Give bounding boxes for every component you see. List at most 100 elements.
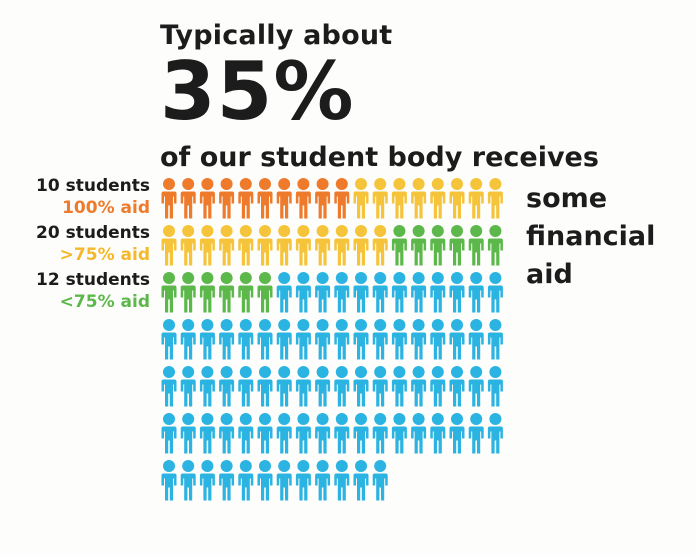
student-figure <box>334 413 350 454</box>
legend-full-aid: 10 students 100% aid <box>0 175 150 219</box>
student-figure <box>180 319 196 360</box>
student-figure <box>276 460 292 501</box>
headline-top: Typically about <box>160 20 393 51</box>
student-figure <box>372 319 388 360</box>
student-figure <box>487 366 503 407</box>
student-figure <box>295 272 311 313</box>
headline-side-2: financial <box>526 221 656 252</box>
student-figure <box>315 366 331 407</box>
student-figure <box>199 460 215 501</box>
student-figure <box>257 319 273 360</box>
student-figure <box>430 178 446 219</box>
student-figure <box>334 366 350 407</box>
headline-percent: 35% <box>160 45 355 138</box>
student-figure <box>334 272 350 313</box>
legend-high-aid: 20 students >75% aid <box>0 222 150 266</box>
student-figure <box>487 178 503 219</box>
student-figure <box>257 366 273 407</box>
student-figure <box>391 225 407 266</box>
student-figure <box>219 366 235 407</box>
student-figure <box>238 366 254 407</box>
student-figure <box>315 413 331 454</box>
legend-partial-aid: 12 students <75% aid <box>0 269 150 313</box>
student-figure <box>295 366 311 407</box>
student-figure <box>353 460 369 501</box>
student-figure <box>219 319 235 360</box>
student-figure <box>411 225 427 266</box>
legend-count: 20 students <box>36 223 150 243</box>
headline-side-1: some <box>526 183 608 214</box>
student-figure <box>315 272 331 313</box>
student-figure <box>161 178 177 219</box>
student-figure <box>353 319 369 360</box>
student-figure <box>468 366 484 407</box>
student-figure <box>161 272 177 313</box>
student-figure <box>199 272 215 313</box>
student-figure <box>295 319 311 360</box>
student-figure <box>411 413 427 454</box>
student-figure <box>180 366 196 407</box>
student-figure <box>295 178 311 219</box>
student-figure <box>199 413 215 454</box>
student-figure <box>257 225 273 266</box>
student-figure <box>199 319 215 360</box>
student-figure <box>391 366 407 407</box>
student-figure <box>430 319 446 360</box>
student-figure <box>238 413 254 454</box>
student-figure <box>334 460 350 501</box>
student-figure <box>238 178 254 219</box>
student-figure <box>353 413 369 454</box>
student-figure <box>257 178 273 219</box>
student-figure <box>219 225 235 266</box>
student-figure <box>411 366 427 407</box>
student-figure <box>468 319 484 360</box>
student-figure <box>238 272 254 313</box>
student-figure <box>219 413 235 454</box>
student-figure <box>161 319 177 360</box>
student-figure <box>295 460 311 501</box>
legend-aid-label: <75% aid <box>59 292 150 312</box>
student-figure <box>334 225 350 266</box>
student-figure <box>487 413 503 454</box>
student-figure <box>199 366 215 407</box>
student-figure <box>161 366 177 407</box>
student-figure <box>391 272 407 313</box>
student-figure <box>180 178 196 219</box>
student-figure <box>372 178 388 219</box>
student-figure <box>180 272 196 313</box>
student-figure <box>238 225 254 266</box>
student-figure <box>372 413 388 454</box>
student-figure <box>430 272 446 313</box>
student-figure <box>238 319 254 360</box>
student-figure <box>276 272 292 313</box>
student-figure <box>391 319 407 360</box>
headline-body: of our student body receives <box>160 142 599 173</box>
student-figure <box>219 272 235 313</box>
student-figure <box>372 225 388 266</box>
student-figure <box>334 178 350 219</box>
headline-side: some financial aid <box>526 180 655 294</box>
student-figure <box>430 225 446 266</box>
student-figure <box>449 413 465 454</box>
student-figure <box>487 272 503 313</box>
student-figure <box>468 225 484 266</box>
student-figure <box>468 178 484 219</box>
student-figure <box>411 272 427 313</box>
student-figure <box>411 178 427 219</box>
student-figure <box>199 225 215 266</box>
student-figure <box>315 178 331 219</box>
student-figure <box>295 225 311 266</box>
student-figure <box>276 413 292 454</box>
student-figure <box>276 366 292 407</box>
student-figure <box>180 413 196 454</box>
student-figure <box>411 319 427 360</box>
student-figure <box>257 460 273 501</box>
student-figure <box>276 225 292 266</box>
student-figure <box>391 178 407 219</box>
student-figure <box>372 366 388 407</box>
student-figure <box>276 178 292 219</box>
student-figure <box>257 272 273 313</box>
student-figure <box>372 272 388 313</box>
student-figure <box>468 272 484 313</box>
